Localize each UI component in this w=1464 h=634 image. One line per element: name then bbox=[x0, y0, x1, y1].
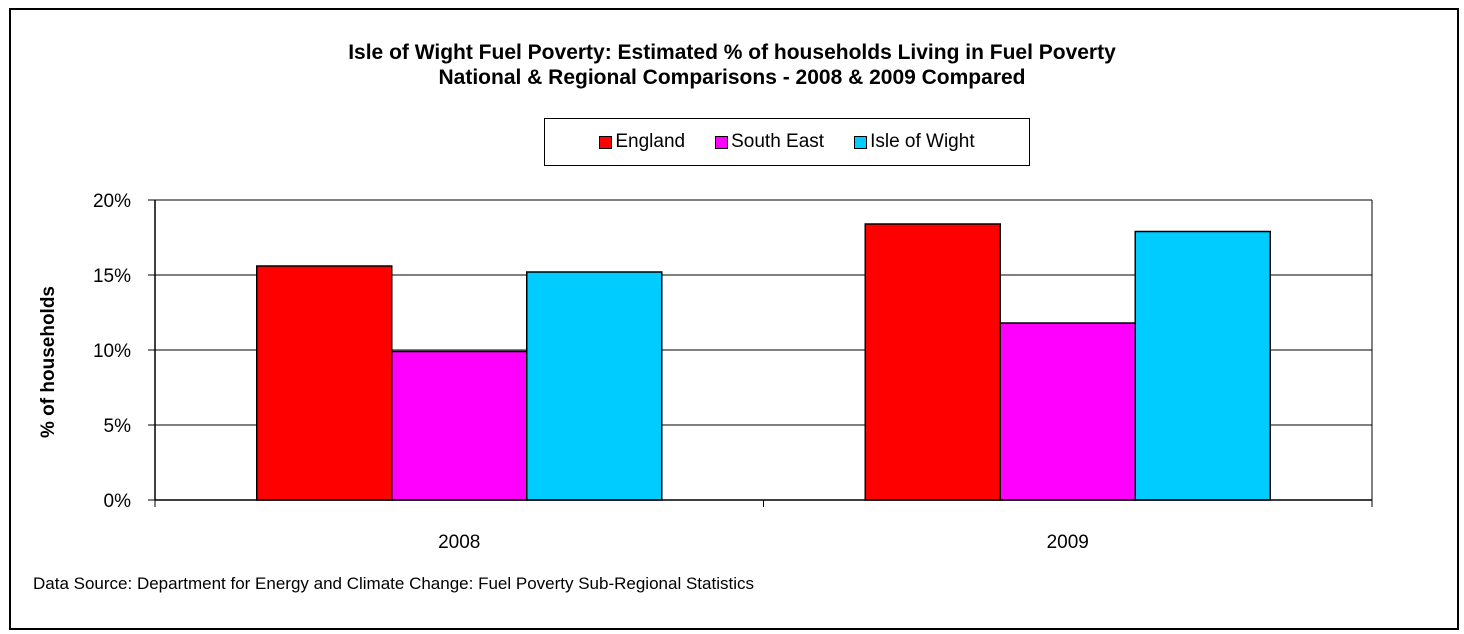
y-tick-label: 5% bbox=[104, 416, 132, 437]
chart-title: Isle of Wight Fuel Poverty: Estimated % … bbox=[0, 40, 1464, 90]
bar-isle-of-wight-2008 bbox=[526, 271, 663, 501]
data-source-note: Data Source: Department for Energy and C… bbox=[33, 574, 754, 593]
chart-title-line2: National & Regional Comparisons - 2008 &… bbox=[438, 66, 1026, 89]
x-tick-label: 2008 bbox=[438, 532, 480, 553]
bar-england-2009 bbox=[864, 223, 1001, 501]
chart-legend: England South East Isle of Wight bbox=[544, 118, 1030, 166]
legend-label-england: England bbox=[615, 131, 686, 152]
y-tick-label: 10% bbox=[93, 341, 131, 362]
y-tick-label: 15% bbox=[93, 266, 131, 287]
legend-item-england: England bbox=[599, 131, 685, 153]
axes bbox=[148, 199, 1373, 507]
legend-label-south-east: South East bbox=[731, 131, 825, 152]
legend-item-isle-of-wight: Isle of Wight bbox=[854, 131, 975, 153]
bar-south-east-2009 bbox=[999, 322, 1136, 501]
axis-labels: 0% 5% 10% 15% 20% 2008 2009 bbox=[93, 191, 1089, 553]
bar-south-east-2008 bbox=[391, 350, 528, 501]
legend-item-south-east: South East bbox=[715, 131, 824, 153]
y-tick-label: 0% bbox=[104, 491, 132, 512]
y-tick-label: 20% bbox=[93, 191, 131, 212]
bars bbox=[256, 223, 1271, 501]
chart-title-line1: Isle of Wight Fuel Poverty: Estimated % … bbox=[348, 41, 1116, 64]
legend-swatch-isle-of-wight bbox=[854, 135, 868, 149]
legend-label-isle-of-wight: Isle of Wight bbox=[870, 131, 975, 152]
x-tick-label: 2009 bbox=[1047, 532, 1089, 553]
legend-swatch-south-east bbox=[715, 135, 729, 149]
legend-swatch-england bbox=[599, 135, 613, 149]
bar-england-2008 bbox=[256, 265, 393, 501]
y-axis-label: % of households bbox=[38, 286, 59, 438]
bar-isle-of-wight-2009 bbox=[1134, 230, 1271, 501]
